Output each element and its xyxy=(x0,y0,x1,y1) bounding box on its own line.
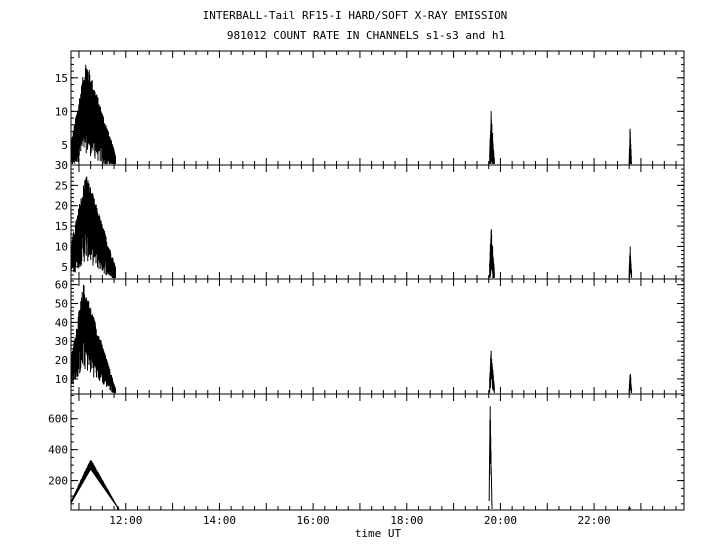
chart-subtitle: 981012 COUNT RATE IN CHANNELS s1-s3 and … xyxy=(227,29,505,42)
x-tick-label: 12:00 xyxy=(109,514,142,527)
y-tick-label: 30 xyxy=(55,335,68,348)
panel-s1: 5 10 15 xyxy=(55,50,685,166)
y-tick-label: 5 xyxy=(61,261,68,274)
y-tick-label: 400 xyxy=(48,444,68,457)
y-tick-label: 10 xyxy=(55,105,68,118)
trace-h1-burst-2 xyxy=(488,406,493,509)
trace-s1-burst-1 xyxy=(70,64,116,165)
trace-h1-burst-3 xyxy=(628,507,632,511)
panel-frame-s1 xyxy=(70,50,685,166)
trace-s2-burst-3 xyxy=(628,246,633,279)
panel-s2: 5 10 15 20 25 30 xyxy=(55,159,685,280)
trace-s3-burst-2 xyxy=(489,350,495,393)
y-tick-label: 30 xyxy=(55,159,68,172)
y-tick-label: 20 xyxy=(55,354,68,367)
y-tick-label: 40 xyxy=(55,316,68,329)
y-tick-label: 15 xyxy=(55,220,68,233)
panel-h1: 200 400 600 xyxy=(48,393,685,511)
x-tick-label: 18:00 xyxy=(390,514,423,527)
panel-frame-s3 xyxy=(70,278,685,395)
y-tick-label: 20 xyxy=(55,200,68,213)
trace-s2-burst-2 xyxy=(489,229,495,279)
x-axis: 12:00 14:00 16:00 18:00 20:00 22:00 xyxy=(109,514,610,527)
panel-frame-h1 xyxy=(70,393,685,511)
y-tick-label: 60 xyxy=(55,279,68,292)
trace-h1-burst-1 xyxy=(70,460,120,510)
y-tick-label: 10 xyxy=(55,373,68,386)
trace-s1-burst-2 xyxy=(489,111,495,165)
panels-group: 5 10 15 5 10 15 20 25 30 10 20 30 40 50 60 200 400 600 xyxy=(48,50,685,511)
x-tick-label: 20:00 xyxy=(484,514,517,527)
y-tick-label: 10 xyxy=(55,240,68,253)
y-tick-label: 25 xyxy=(55,179,68,192)
y-tick-label: 50 xyxy=(55,298,68,311)
trace-s2-burst-1 xyxy=(70,176,116,279)
x-tick-label: 22:00 xyxy=(578,514,611,527)
y-tick-label: 600 xyxy=(48,413,68,426)
trace-s3-burst-3 xyxy=(628,373,633,394)
x-tick-label: 16:00 xyxy=(297,514,330,527)
y-tick-label: 5 xyxy=(61,139,68,152)
panel-frame-s2 xyxy=(70,164,685,280)
x-axis-label: time UT xyxy=(355,527,402,540)
y-tick-label: 15 xyxy=(55,72,68,85)
y-tick-label: 200 xyxy=(48,475,68,488)
chart-title: INTERBALL-Tail RF15-I HARD/SOFT X-RAY EM… xyxy=(203,9,508,22)
x-tick-label: 14:00 xyxy=(203,514,236,527)
trace-s1-burst-3 xyxy=(628,128,633,165)
trace-s3-burst-1 xyxy=(70,284,116,394)
panel-s3: 10 20 30 40 50 60 xyxy=(55,278,685,395)
